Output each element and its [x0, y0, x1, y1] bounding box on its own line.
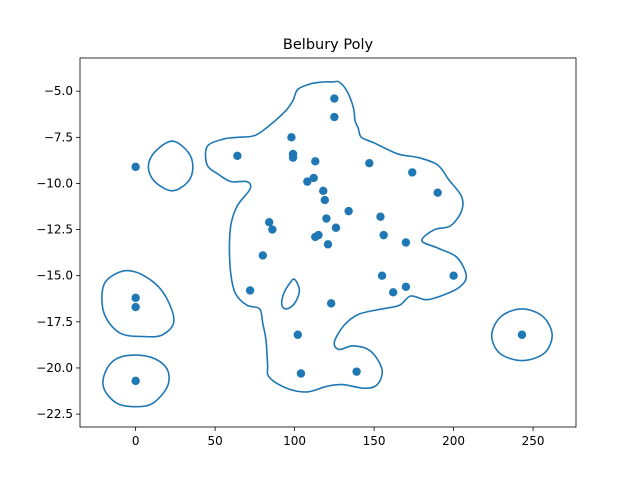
data-point: [131, 293, 140, 303]
y-tick-label: −7.5: [44, 130, 73, 144]
x-tick-label: 0: [132, 434, 140, 448]
contour-line: [147, 140, 194, 192]
data-point: [330, 94, 339, 103]
y-tick-label: −12.5: [36, 223, 73, 237]
x-tick-label: 150: [363, 434, 386, 448]
chart-title: Belbury Poly: [283, 37, 374, 53]
y-tick-label: −20.0: [36, 361, 73, 375]
data-point: [449, 271, 458, 280]
y-tick-label: −15.0: [36, 269, 73, 283]
x-tick-label: 100: [283, 434, 306, 448]
data-point: [296, 369, 306, 378]
data-point: [309, 173, 318, 183]
data-point: [322, 214, 331, 223]
data-point: [288, 153, 298, 162]
data-point: [311, 157, 320, 166]
data-point: [408, 168, 417, 177]
data-point: [379, 230, 388, 240]
contour-line: [490, 308, 553, 362]
data-point: [365, 158, 374, 168]
x-axis: 0 50 100 150 200 250: [132, 427, 545, 448]
y-tick-label: −22.5: [36, 407, 73, 421]
data-point: [311, 232, 320, 242]
data-point: [319, 186, 328, 196]
data-points: [131, 94, 527, 386]
y-axis: −5.0 −7.5 −10.0 −12.5 −15.0 −17.5 −20.0 −22.5: [36, 84, 80, 421]
data-point: [131, 302, 140, 312]
data-point: [233, 151, 242, 160]
data-point: [388, 288, 398, 297]
data-point: [245, 286, 255, 295]
data-point: [331, 223, 341, 232]
data-point: [326, 299, 336, 308]
data-point: [401, 282, 411, 291]
y-tick-label: −10.0: [36, 176, 73, 190]
x-tick-label: 50: [207, 434, 222, 448]
plot-frame: [79, 57, 577, 428]
y-tick-label: −5.0: [44, 84, 73, 98]
data-point: [131, 162, 140, 172]
data-point: [320, 195, 330, 205]
data-point: [377, 271, 387, 280]
data-point: [433, 188, 442, 197]
contour-line: [101, 269, 175, 338]
data-point: [287, 133, 296, 142]
data-point: [330, 112, 339, 122]
data-point: [293, 330, 302, 339]
data-point: [264, 218, 274, 227]
data-point: [352, 367, 361, 376]
y-tick-label: −17.5: [36, 315, 73, 329]
contour-line: [204, 80, 468, 393]
data-point: [258, 251, 268, 260]
x-tick-label: 200: [442, 434, 465, 448]
data-point: [376, 212, 385, 221]
contour-line: [280, 278, 301, 310]
x-tick-label: 250: [522, 434, 545, 448]
data-point: [303, 177, 312, 186]
data-point: [323, 240, 333, 249]
data-point: [131, 376, 140, 386]
contour-lines: [101, 80, 553, 408]
data-point: [344, 206, 353, 216]
contour-line: [102, 354, 170, 408]
data-point: [268, 225, 277, 234]
data-point: [517, 330, 527, 339]
data-point: [401, 238, 411, 247]
